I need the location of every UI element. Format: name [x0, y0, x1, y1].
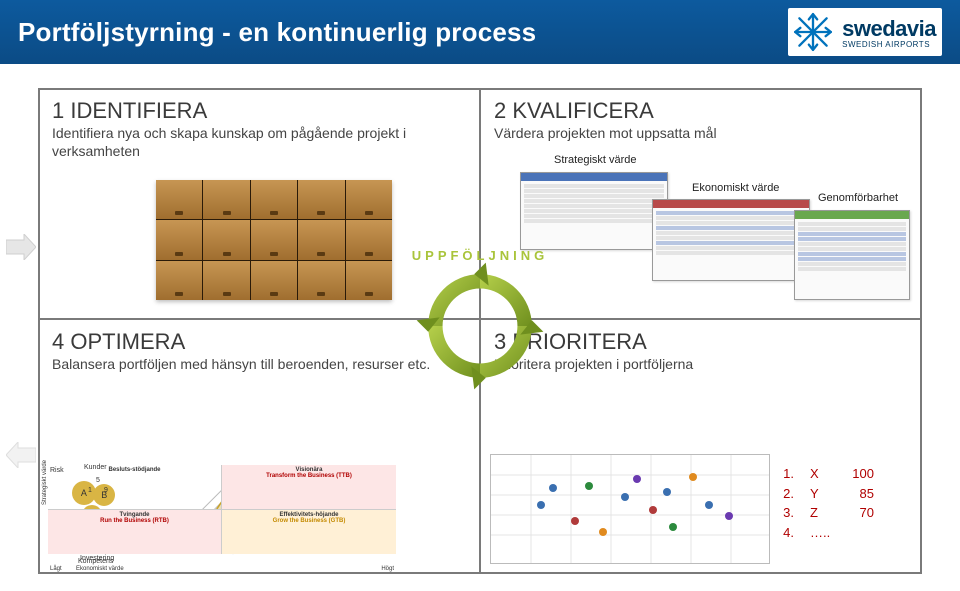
mat-cell-title: Tvingande [119, 512, 149, 518]
side-arrow-icon [6, 234, 36, 260]
matrix-y-axis: Strategiskt värde [42, 460, 48, 505]
mat-cell-sub: Run the Business (RTB) [100, 518, 169, 524]
q2-title: 2 KVALIFICERA [494, 98, 908, 124]
tag-feasibility: Genomförbarhet [818, 192, 898, 204]
cycle-arrows: UPPFÖLJNING [408, 254, 552, 398]
scatter-point [585, 482, 593, 490]
mat-cell-title: Effektivitets-höjande [279, 512, 338, 518]
mat-cell-title: Visionära [296, 467, 323, 473]
q3-title: 3 PRIORITERA [494, 329, 908, 355]
header-bar: Portföljstyrning - en kontinuerlig proce… [0, 0, 960, 64]
scatter-point [537, 501, 545, 509]
q4-desc: Balansera portföljen med hänsyn till ber… [52, 356, 466, 374]
side-arrow-icon [6, 442, 36, 468]
q4-title: 4 OPTIMERA [52, 329, 466, 355]
mat-cell-sub: Grow the Business (GTB) [273, 518, 346, 524]
q2-desc: Värdera projekten mot uppsatta mål [494, 125, 908, 143]
doc-economic [652, 199, 810, 281]
scatter-point [599, 528, 607, 536]
tag-economic: Ekonomiskt värde [692, 182, 779, 194]
scatter-point [549, 484, 557, 492]
card-catalog-image [156, 180, 392, 300]
rank-row: 4.….. [780, 523, 890, 543]
scatter-point [705, 501, 713, 509]
rank-row: 2.Y85 [780, 484, 890, 504]
matrix-chart: Besluts-stödjande VisionäraTransform the… [290, 465, 396, 564]
cycle-label: UPPFÖLJNING [405, 248, 555, 263]
matrix-x-high: Högt [381, 566, 394, 572]
mat-cell-sub: Transform the Business (TTB) [266, 473, 352, 479]
q1-title: 1 IDENTIFIERA [52, 98, 466, 124]
company-logo: swedavia SWEDISH AIRPORTS [788, 8, 942, 56]
scatter-point [689, 473, 697, 481]
doc-strategic [520, 172, 668, 250]
q3-desc: Prioritera projekten i portföljerna [494, 356, 908, 374]
radar-axis: Kompetens [78, 558, 113, 565]
scatter-point [725, 512, 733, 520]
scatter-point [633, 475, 641, 483]
matrix-x-axis: Ekonomiskt värde [76, 566, 124, 572]
ranking-list: 1.X1002.Y853.Z704.….. [780, 464, 890, 564]
snowflake-icon [792, 11, 834, 53]
scatter-point [571, 517, 579, 525]
matrix-x-low: Lågt [50, 566, 62, 572]
doc-feasibility [794, 210, 910, 300]
scatter-chart [490, 454, 770, 564]
rank-row: 3.Z70 [780, 503, 890, 523]
tag-strategic: Strategiskt värde [554, 154, 637, 166]
mat-cell-title: Besluts-stödjande [108, 467, 160, 473]
page-title: Portföljstyrning - en kontinuerlig proce… [18, 17, 536, 48]
diagram-canvas: 1 IDENTIFIERA Identifiera nya och skapa … [0, 64, 960, 591]
logo-text: swedavia [842, 16, 936, 42]
logo-subtext: SWEDISH AIRPORTS [842, 40, 936, 49]
scatter-point [669, 523, 677, 531]
rank-row: 1.X100 [780, 464, 890, 484]
q1-desc: Identifiera nya och skapa kunskap om påg… [52, 125, 466, 161]
